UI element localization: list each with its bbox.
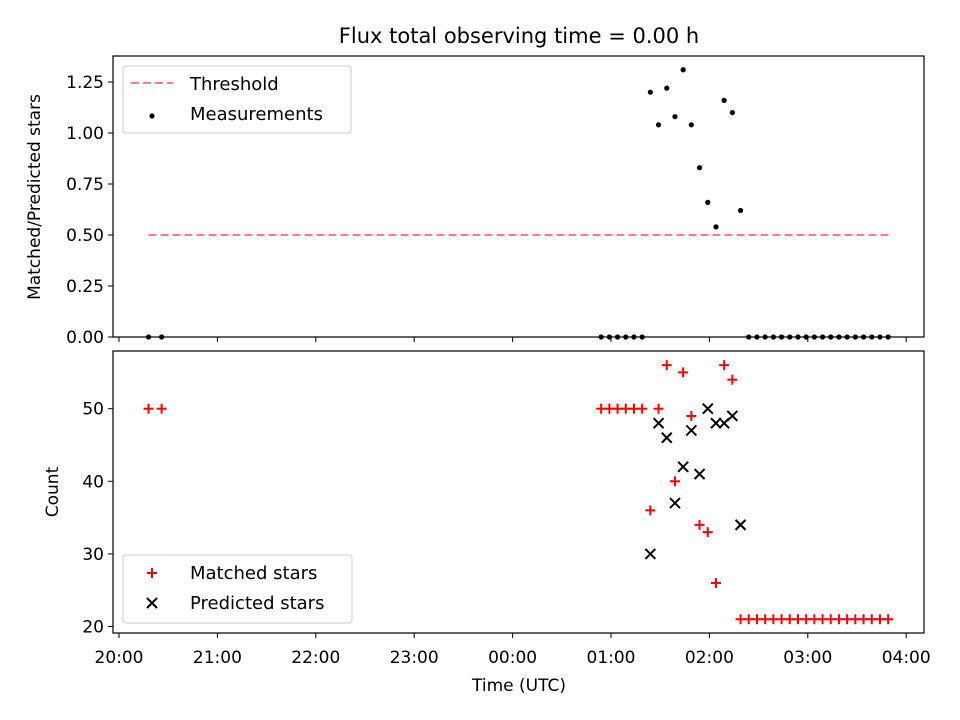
measurement-point — [647, 89, 653, 95]
predicted-star-point — [661, 432, 673, 444]
x-stroke-b — [693, 468, 706, 480]
measurement-point — [680, 67, 686, 73]
bottom-plot-panel: 20 30 40 50 20:00 21:00 22:00 23:00 00:00 01:00 0… — [43, 350, 931, 696]
predicted-star-point — [726, 410, 739, 422]
legend-predicted-marker — [146, 597, 158, 609]
measurement-point — [729, 110, 735, 116]
x-tick-label: 04:00 — [882, 648, 931, 668]
matched-star-point — [710, 577, 721, 588]
bottom-plot-frame — [112, 350, 925, 634]
predicted-star-point — [710, 417, 722, 429]
bottom-y-tick-label: 40 — [82, 472, 104, 492]
matched-star-point — [678, 367, 689, 378]
matched-star-point — [653, 403, 664, 414]
x-stroke-b — [685, 424, 698, 437]
x-tick-label: 02:00 — [685, 648, 734, 668]
x-tick-label: 21:00 — [193, 648, 242, 668]
matched-star-point — [702, 527, 713, 538]
legend-matched-swatch — [147, 568, 157, 578]
top-y-tick-label: 0.50 — [66, 226, 104, 246]
x-stroke-b — [652, 417, 665, 429]
predicted-star-point — [693, 468, 706, 480]
x-stroke-b — [146, 597, 158, 609]
x-stroke-b — [710, 417, 722, 429]
bottom-y-tick-label: 50 — [82, 400, 104, 420]
x-tick-label: 22:00 — [291, 648, 340, 668]
top-y-tick-label: 0.25 — [66, 277, 104, 297]
x-stroke-b — [734, 519, 747, 531]
matched-star-point — [686, 410, 697, 421]
measurement-point — [721, 97, 727, 103]
predicted-star-point — [734, 519, 747, 531]
legend-predicted-label: Predicted stars — [190, 593, 324, 614]
legend-matched-marker — [147, 568, 157, 578]
top-y-tick-label: 0.75 — [66, 175, 104, 195]
predicted-star-point — [677, 461, 689, 473]
matched-star-point — [156, 403, 167, 414]
measurement-point — [655, 122, 662, 128]
bottom-y-axis-label: Count — [43, 466, 63, 517]
top-y-axis: 0.00 0.25 0.50 0.75 1.00 1.25 — [66, 73, 113, 348]
predicted-star-point — [644, 548, 657, 560]
predicted-star-point — [652, 417, 665, 429]
matched-star-point — [694, 519, 705, 530]
measurement-point — [672, 114, 678, 120]
predicted-star-points — [644, 402, 747, 560]
matched-star-point — [645, 505, 656, 516]
top-y-axis-label: Matched/Predicted stars — [25, 94, 45, 300]
measurement-point — [705, 199, 711, 205]
predicted-star-point — [669, 497, 681, 509]
bottom-x-axis: 20:00 21:00 22:00 23:00 00:00 01:00 02:00 03:00… — [95, 633, 931, 668]
matched-star-point — [637, 403, 648, 414]
measurement-point — [696, 165, 703, 171]
x-tick-label: 01:00 — [587, 648, 636, 668]
top-legend: Threshold Measurements — [122, 65, 352, 134]
legend-matched-label: Matched stars — [190, 563, 317, 584]
x-stroke-b — [726, 410, 739, 422]
x-tick-label: 23:00 — [390, 648, 439, 668]
measurement-point — [713, 224, 719, 230]
bottom-y-tick-label: 30 — [82, 545, 104, 565]
x-tick-label: 00:00 — [488, 648, 537, 668]
top-y-tick-label: 0.00 — [66, 328, 104, 348]
top-plot-frame — [112, 55, 925, 338]
bottom-legend: Matched stars Predicted stars — [122, 554, 353, 624]
x-tick-label: 20:00 — [95, 648, 144, 668]
predicted-star-point — [702, 402, 714, 415]
matched-star-points — [143, 360, 894, 625]
matched-star-point — [727, 374, 738, 385]
bottom-y-axis: 20 30 40 50 — [82, 400, 113, 638]
measurement-point — [688, 122, 694, 128]
measurement-point — [664, 85, 670, 91]
x-axis-label: Time (UTC) — [471, 676, 566, 696]
legend-measurement-swatch — [149, 113, 155, 119]
predicted-star-point — [685, 424, 698, 437]
matched-star-point — [143, 403, 154, 414]
chart-title: Flux total observing time = 0.00 h — [339, 24, 699, 48]
measurement-point — [737, 207, 744, 214]
x-tick-label: 03:00 — [783, 648, 832, 668]
legend-measurements-label: Measurements — [190, 104, 323, 125]
bottom-y-tick-label: 20 — [82, 618, 104, 638]
matched-star-point — [883, 614, 894, 625]
legend-predicted-swatch — [146, 597, 158, 609]
x-stroke-b — [644, 548, 657, 560]
matched-star-point — [669, 476, 680, 487]
x-stroke-b — [702, 402, 714, 415]
matched-star-point — [719, 360, 730, 371]
top-y-tick-label: 1.25 — [66, 73, 104, 93]
x-stroke-b — [677, 461, 689, 473]
x-stroke-b — [669, 497, 681, 509]
legend-threshold-label: Threshold — [189, 74, 279, 95]
matched-star-point — [661, 360, 672, 371]
x-stroke-b — [661, 432, 673, 444]
top-plot-panel: 0.00 0.25 0.50 0.75 1.00 1.25 Matched/Predict… — [25, 55, 925, 348]
top-y-tick-label: 1.00 — [66, 124, 104, 144]
